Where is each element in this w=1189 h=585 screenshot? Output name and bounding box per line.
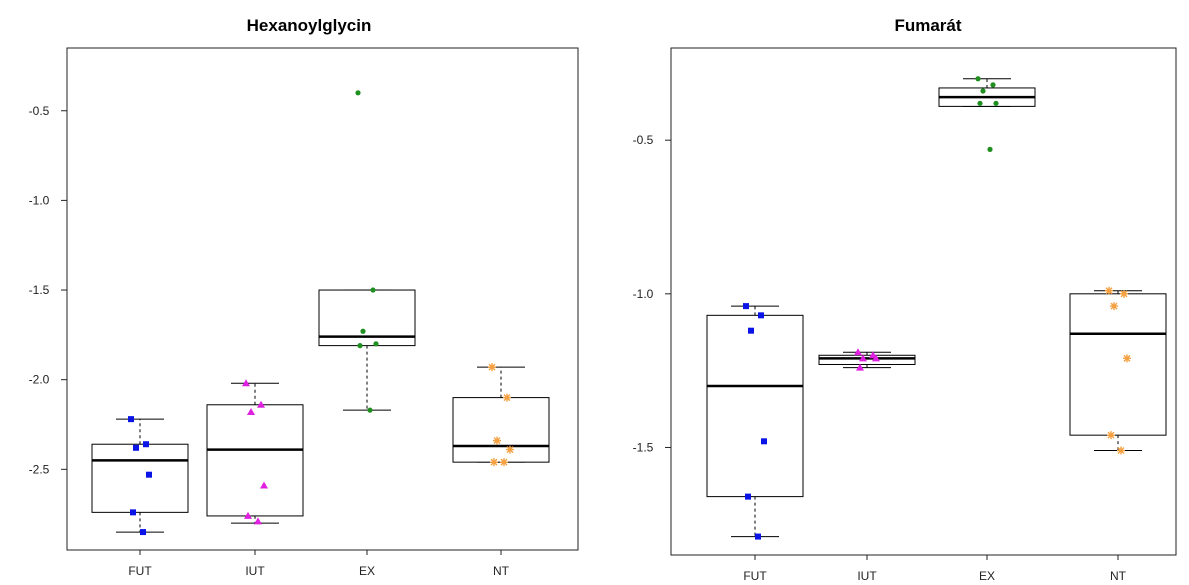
- data-point-nt: [1117, 446, 1125, 455]
- panel-hexanoylglycin: Hexanoylglycin -0.5 -1.0 -1.5 -2.0 -2.5 FUT IU…: [29, 16, 579, 578]
- x-tick-label: IUT: [245, 564, 265, 578]
- data-point-iut: [257, 400, 265, 408]
- data-point-ex: [370, 287, 376, 293]
- data-point-fut: [758, 312, 764, 319]
- x-tick-label: NT: [1110, 569, 1127, 583]
- data-point-ex: [355, 90, 361, 96]
- data-point-nt: [1110, 302, 1118, 311]
- data-point-nt: [488, 363, 496, 372]
- data-point-ex: [357, 343, 363, 349]
- y-tick-label: -1.5: [29, 283, 50, 297]
- data-point-nt: [500, 458, 508, 467]
- box-fut: [706, 314, 804, 498]
- data-point-iut: [854, 348, 862, 356]
- x-tick-label: EX: [359, 564, 375, 578]
- x-tick-label: NT: [493, 564, 510, 578]
- plot-frame: [66, 47, 579, 551]
- data-point-ex: [993, 100, 999, 106]
- data-point-fut: [748, 327, 754, 334]
- data-point-fut: [130, 509, 136, 516]
- plot-frame: [670, 47, 1177, 556]
- data-point-nt: [490, 458, 498, 467]
- data-point-nt: [503, 393, 511, 402]
- data-point-ex: [977, 100, 983, 106]
- data-point-fut: [128, 416, 134, 423]
- data-point-fut: [143, 441, 149, 448]
- y-tick-label: -1.0: [633, 287, 654, 301]
- data-point-ex: [980, 88, 986, 94]
- data-point-iut: [872, 354, 880, 362]
- x-tick-label: FUT: [128, 564, 152, 578]
- box-iut: [206, 404, 304, 517]
- data-point-fut: [755, 533, 761, 540]
- data-point-iut: [254, 517, 262, 525]
- y-tick-label: -2.5: [29, 462, 50, 476]
- data-point-fut: [133, 444, 139, 451]
- data-point-ex: [990, 82, 996, 88]
- data-point-nt: [1105, 286, 1113, 295]
- box-nt: [1069, 293, 1167, 436]
- data-point-fut: [761, 438, 767, 445]
- chart-title: Fumarát: [894, 16, 961, 35]
- data-point-iut: [242, 379, 250, 387]
- box-iut: [818, 354, 916, 365]
- data-point-fut: [146, 471, 152, 478]
- data-point-iut: [247, 407, 255, 415]
- data-point-ex: [987, 146, 993, 152]
- data-point-iut: [856, 363, 864, 371]
- data-point-ex: [360, 328, 366, 334]
- chart-title: Hexanoylglycin: [247, 16, 372, 35]
- data-point-fut: [745, 493, 751, 500]
- x-tick-label: IUT: [857, 569, 877, 583]
- data-point-fut: [743, 303, 749, 310]
- data-point-iut: [244, 511, 252, 519]
- panel-fumarat: Fumarát -0.5 -1.0 -1.5 FUT IUT EX NT: [633, 16, 1177, 583]
- data-point-iut: [260, 481, 268, 489]
- y-tick-label: -1.0: [29, 193, 50, 207]
- y-tick-label: -0.5: [29, 104, 50, 118]
- data-point-ex: [373, 341, 379, 347]
- data-point-ex: [367, 407, 373, 413]
- data-point-iut: [859, 354, 867, 362]
- box-nt: [452, 397, 550, 463]
- y-tick-label: -2.0: [29, 373, 50, 387]
- y-tick-label: -0.5: [633, 133, 654, 147]
- data-point-ex: [975, 76, 981, 82]
- x-tick-label: EX: [979, 569, 995, 583]
- data-point-fut: [140, 529, 146, 536]
- data-point-nt: [1120, 289, 1128, 298]
- data-point-nt: [493, 436, 501, 445]
- data-point-nt: [1107, 431, 1115, 440]
- data-point-nt: [506, 445, 514, 454]
- x-tick-label: FUT: [743, 569, 767, 583]
- data-point-nt: [1123, 354, 1131, 363]
- y-tick-label: -1.5: [633, 440, 654, 454]
- box-fut: [91, 443, 189, 513]
